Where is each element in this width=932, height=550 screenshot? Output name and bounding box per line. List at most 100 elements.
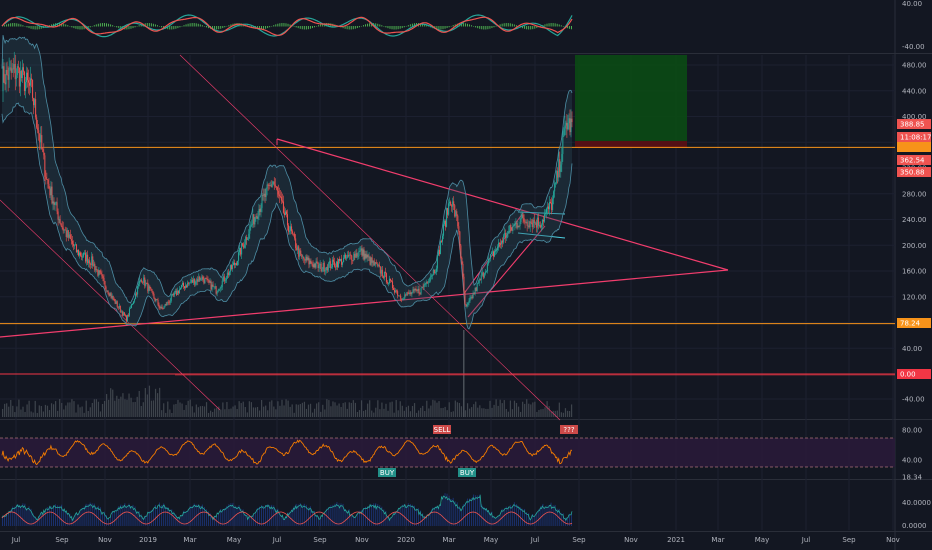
candle-body (405, 294, 407, 296)
candle-body (324, 269, 326, 272)
osc-histogram-bar (203, 26, 205, 27)
candle-body (20, 70, 22, 79)
candle-body (283, 212, 285, 216)
hist-bar (532, 513, 534, 526)
hist-bar (91, 503, 93, 526)
hist-bar (328, 507, 330, 526)
hist-bar (407, 503, 409, 526)
candle-body (61, 225, 63, 228)
candle-body (328, 261, 330, 264)
candle-body (250, 225, 252, 227)
candle-body (117, 306, 119, 308)
candle-body (227, 272, 229, 276)
candle-body (555, 183, 557, 184)
osc-histogram-bar (156, 25, 158, 27)
volume-bar (430, 405, 432, 417)
triangle-upper-trendline (276, 138, 729, 271)
volume-bar (16, 406, 18, 417)
hist-bar (434, 507, 436, 526)
volume-bar (246, 412, 248, 417)
osc-histogram-bar (71, 26, 73, 28)
osc-histogram-bar (377, 23, 379, 27)
volume-bar (67, 402, 69, 417)
hist-bar (297, 504, 299, 526)
osc-histogram-bar (187, 23, 189, 27)
candle-body (527, 225, 529, 227)
candle-body (228, 271, 230, 276)
volume-bar (181, 403, 183, 417)
candle-body (75, 244, 77, 253)
candle-body (180, 284, 182, 288)
osc-histogram-bar (399, 26, 401, 29)
osc-histogram-bar (389, 26, 391, 29)
candle-body (138, 283, 140, 287)
candle-body (99, 270, 101, 273)
price-tag-bg (897, 119, 931, 129)
hist-bar (83, 506, 85, 526)
candle-body (223, 276, 225, 282)
volume-bar (152, 400, 155, 417)
candle-body (84, 252, 86, 254)
osc-histogram-bar (16, 23, 18, 27)
osc-histogram-bar (173, 26, 175, 30)
candle-body (438, 249, 440, 255)
volume-bar (397, 410, 399, 417)
osc-histogram-bar (185, 24, 187, 27)
candle-body (311, 263, 313, 265)
volume-bar (183, 409, 185, 417)
candle-body (186, 285, 188, 288)
volume-bar (532, 402, 534, 417)
candle-body (355, 253, 357, 258)
candle-body (279, 196, 281, 197)
osc-histogram-bar (128, 26, 130, 30)
candle-body (350, 254, 352, 256)
candle-body (253, 214, 255, 225)
candle-body (3, 66, 5, 83)
volume-bar (226, 401, 228, 417)
candle-body (261, 195, 263, 208)
volume-bar (303, 401, 306, 417)
candle-body (294, 233, 296, 239)
volume-bar (493, 404, 495, 417)
hist-bar (320, 518, 322, 526)
volume-bar (418, 410, 420, 417)
volume-bar (377, 400, 379, 417)
candle-body (125, 315, 127, 322)
candle-body (218, 289, 220, 291)
candle-body (571, 118, 573, 123)
candle-body (464, 290, 466, 305)
candle-body (442, 235, 444, 242)
candle-body (320, 263, 322, 272)
candle-body (9, 67, 11, 69)
hist-bar (420, 510, 422, 526)
candle-body (489, 254, 491, 259)
candle-body (565, 122, 567, 126)
rsi-annotation-label: BUY (380, 469, 395, 477)
volume-bar (330, 406, 332, 417)
hist-bar (77, 513, 79, 526)
hist-bar (524, 508, 526, 526)
hist-bar (534, 515, 536, 526)
candle-body (213, 286, 215, 288)
candle-body (188, 282, 190, 284)
candle-body (425, 281, 427, 285)
volume-bar (42, 411, 44, 417)
rsi-annotation-bg (433, 425, 451, 434)
osc-histogram-bar (409, 24, 411, 27)
volume-bar (505, 409, 507, 417)
candle-body (488, 258, 490, 260)
candle-body (533, 219, 535, 224)
candle-body (321, 269, 323, 272)
candle-body (540, 224, 542, 228)
volume-bar (473, 404, 475, 417)
candle-body (13, 64, 15, 70)
osc-histogram-bar (20, 24, 22, 27)
candle-body (381, 269, 383, 277)
candle-body (525, 221, 527, 223)
osc-histogram-bar (218, 26, 220, 30)
candle-body (8, 68, 10, 80)
osc-histogram-bar (136, 25, 138, 27)
osc-histogram-bar (8, 23, 10, 27)
